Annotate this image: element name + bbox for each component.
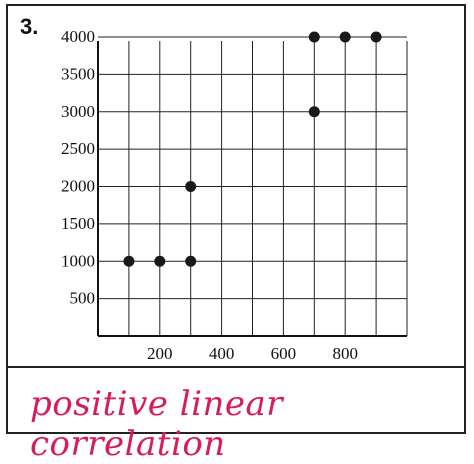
y-tick-label: 500 [70,289,96,308]
y-tick-label: 3000 [61,102,95,121]
data-point [154,255,166,267]
y-tick-label: 2000 [61,177,95,196]
data-points [123,31,382,267]
data-point [339,31,351,43]
tick-labels: 200 400 600 800 500 1000 1500 2000 2500 3000 3500 4… [61,27,358,363]
problem-frame [6,4,466,434]
y-tick-label: 1500 [61,214,95,233]
data-point [308,106,320,118]
problem-number: 3. [20,14,39,39]
data-point [185,255,197,267]
grid [98,36,408,336]
answer-divider [6,366,466,368]
data-point [185,181,197,192]
x-tick-label: 600 [271,344,297,363]
answer-text: positive linear correlation [30,384,284,464]
data-point [123,255,135,267]
scatter-plot: 200 400 600 800 500 1000 1500 2000 2500 3000 3500 4… [61,27,408,363]
y-tick-label: 1000 [61,251,95,270]
x-tick-label: 200 [147,344,173,363]
data-point [370,31,382,43]
axes [97,41,407,337]
y-tick-label: 4000 [61,27,95,46]
x-tick-label: 800 [332,344,358,363]
y-tick-label: 2500 [61,139,95,158]
x-tick-label: 400 [209,344,235,363]
y-tick-label: 3500 [61,64,95,83]
data-point [308,31,320,43]
